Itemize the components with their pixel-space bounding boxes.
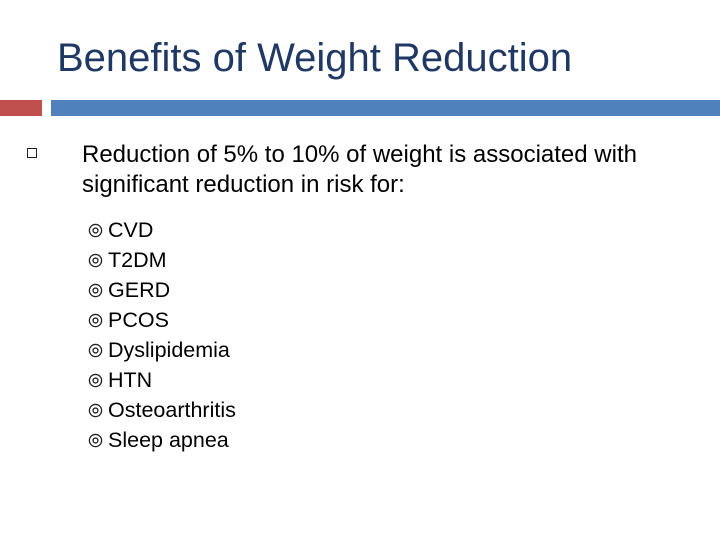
list-item-text: CVD bbox=[108, 217, 154, 242]
hollow-square-bullet-icon bbox=[27, 148, 37, 158]
slide-title: Benefits of Weight Reduction bbox=[57, 36, 573, 80]
main-bullet-text: Reduction of 5% to 10% of weight is asso… bbox=[82, 141, 637, 198]
circled-dot-bullet-icon bbox=[88, 253, 103, 267]
title-accent-bar-red bbox=[0, 100, 42, 116]
list-item: Dyslipidemia bbox=[88, 335, 236, 365]
circled-dot-bullet-icon bbox=[88, 373, 103, 387]
circled-dot-bullet-icon bbox=[88, 403, 103, 417]
circled-dot-bullet-icon bbox=[88, 343, 103, 357]
list-item-text: HTN bbox=[108, 367, 153, 392]
list-item-text: Dyslipidemia bbox=[108, 337, 230, 362]
list-item: GERD bbox=[88, 275, 236, 305]
list-item: PCOS bbox=[88, 305, 236, 335]
list-item-text: Osteoarthritis bbox=[108, 397, 236, 422]
list-item-text: T2DM bbox=[108, 247, 167, 272]
list-item: T2DM bbox=[88, 245, 236, 275]
list-item: Sleep apnea bbox=[88, 425, 236, 455]
list-item: HTN bbox=[88, 365, 236, 395]
risk-list: CVD T2DM GERD PCOS Dyslipidemia HTN Oste… bbox=[88, 215, 236, 455]
list-item: CVD bbox=[88, 215, 236, 245]
circled-dot-bullet-icon bbox=[88, 223, 103, 237]
list-item: Osteoarthritis bbox=[88, 395, 236, 425]
list-item-text: GERD bbox=[108, 277, 171, 302]
list-item-text: Sleep apnea bbox=[108, 427, 229, 452]
circled-dot-bullet-icon bbox=[88, 433, 103, 447]
title-accent-bar-blue bbox=[51, 100, 720, 116]
circled-dot-bullet-icon bbox=[88, 313, 103, 327]
list-item-text: PCOS bbox=[108, 307, 169, 332]
circled-dot-bullet-icon bbox=[88, 283, 103, 297]
